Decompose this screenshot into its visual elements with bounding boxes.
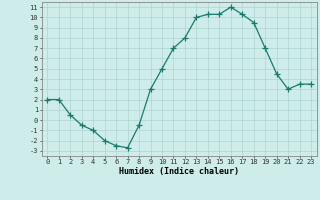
X-axis label: Humidex (Indice chaleur): Humidex (Indice chaleur) [119, 167, 239, 176]
